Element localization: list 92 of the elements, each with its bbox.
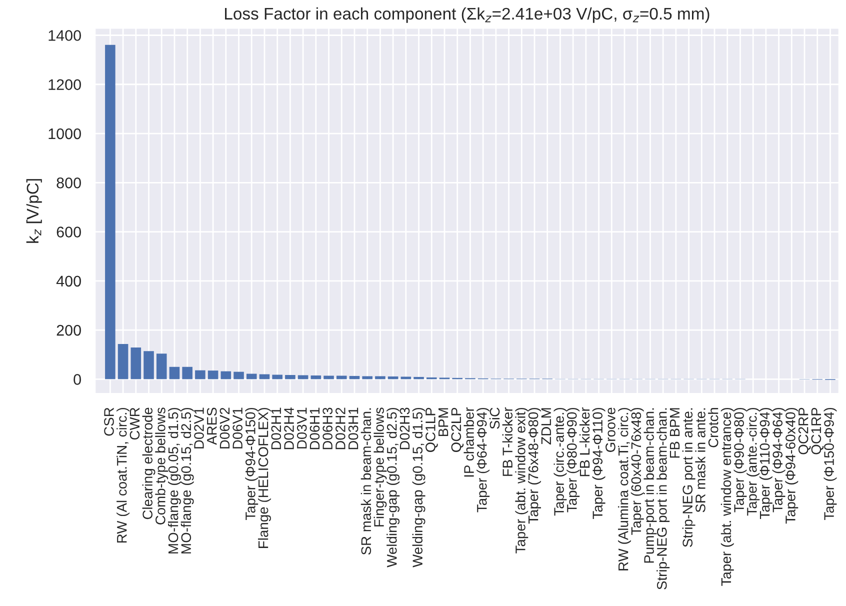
bar: [169, 366, 180, 380]
bar: [400, 376, 412, 380]
x-tick-label: Pump-port in beam-chan.: [644, 408, 657, 563]
bar: [105, 44, 116, 380]
bar: [272, 374, 282, 380]
x-tick-label: IP chamber: [464, 407, 474, 477]
bar: [285, 374, 296, 380]
x-tick-label: RW (Alumina coat.Ti, circ.): [618, 408, 631, 570]
x-tick-label: D02V1: [194, 408, 204, 448]
bar: [246, 374, 257, 380]
x-tick-label: Crotch: [708, 408, 718, 448]
x-tick-label: RW (Al coat.TiN, circ.): [116, 408, 130, 543]
bar: [388, 376, 398, 380]
bar: [298, 375, 308, 380]
x-tick-label: SR mask in beam-chan.: [360, 408, 372, 555]
bar: [259, 374, 270, 380]
bar: [234, 372, 244, 380]
x-tick-label: FB T-kicker: [502, 407, 513, 476]
x-tick-label: Taper (ante.-circ.): [746, 408, 760, 516]
x-tick-label: Taper (Φ94-Φ64): [772, 408, 786, 512]
y-tick-label: 1400: [48, 30, 81, 41]
bar: [156, 354, 167, 380]
x-tick-label: Strip-NEG port in beam-chan.: [656, 408, 670, 590]
x-tick-label: D06H1: [310, 408, 320, 450]
x-tick-label: ZDLM: [541, 408, 551, 444]
x-tick-label: CSR: [104, 408, 114, 436]
bar: [362, 376, 372, 380]
x-tick-label: D02H2: [336, 408, 346, 450]
x-tick-label: Flange (HELICOFLEX): [258, 408, 271, 548]
bar: [208, 370, 218, 380]
x-tick-label: Taper (76x48-Φ80): [528, 408, 541, 524]
bar: [220, 371, 232, 380]
x-tick-label: QC2LP: [451, 408, 464, 452]
y-tick-label: 600: [56, 226, 81, 238]
x-tick-label: Taper (60x40-76x48): [630, 408, 644, 535]
x-tick-label: D02H4: [284, 408, 294, 450]
chart-title: Loss Factor in each component (Σk$_{z}$=2.41e+03 V/pC, σ$_{z}$=0.5 mm): [225, 7, 710, 23]
y-tick-label: 200: [56, 324, 81, 336]
x-tick-label: Taper (abt. window exit): [515, 408, 528, 554]
bar: [182, 366, 192, 380]
x-tick-label: D06V1: [232, 408, 242, 448]
x-tick-label: Taper (Φ94-Φ150): [245, 408, 258, 520]
y-tick-label: 1200: [48, 79, 81, 90]
y-tick-label: 800: [56, 178, 81, 188]
x-tick-label: ARES: [206, 408, 217, 445]
x-tick-label: D03H1: [348, 408, 358, 450]
bar: [375, 376, 386, 380]
y-axis-title: k$_{z}$ [V/pC]: [26, 179, 42, 243]
bar: [310, 375, 322, 380]
x-tick-label: Taper (Φ150-Φ94): [824, 408, 837, 520]
x-tick-label: Groove: [606, 408, 616, 452]
x-tick-label: QC1RP: [811, 408, 824, 454]
x-tick-label: Taper (circ.-ante.): [554, 408, 567, 516]
y-tick-label: 0: [74, 374, 81, 385]
x-tick-label: Welding-gap (g0.15, d2.5): [386, 408, 400, 568]
x-tick-label: Taper (Φ94-60x40): [785, 408, 798, 524]
bar: [144, 351, 154, 380]
y-tick-label: 400: [56, 276, 81, 287]
bar: [414, 376, 424, 380]
x-tick-label: Finger-type bellows: [374, 408, 387, 526]
x-tick-label: BPM: [438, 408, 448, 436]
x-tick-label: QC2RP: [798, 408, 811, 454]
x-tick-label: Clearing electrode: [142, 408, 156, 520]
x-tick-label: Taper (Φ90-Φ80): [734, 408, 747, 512]
bar: [336, 376, 347, 380]
x-tick-label: Strip-NEG port in ante.: [682, 408, 696, 547]
x-tick-label: D06H3: [322, 408, 332, 450]
x-tick-label: Comb-type bellows: [155, 408, 168, 524]
x-tick-label: Taper (Φ80-Φ90): [566, 408, 580, 512]
x-tick-label: FB L-kicker: [579, 407, 590, 476]
x-tick-label: Welding-gap (g0.15, d1.5): [412, 408, 426, 568]
x-tick-label: D02H3: [400, 408, 410, 450]
x-tick-label: D03V1: [296, 408, 307, 448]
x-tick-label: QC1LP: [426, 408, 438, 452]
x-tick-label: Taper (abt. window entrance): [720, 408, 734, 586]
x-tick-label: Taper (Φ110-Φ94): [759, 408, 772, 519]
x-tick-label: MO-flange (g0.15, d2.5): [180, 408, 194, 554]
x-tick-label: CWR: [130, 408, 140, 440]
bar: [195, 370, 206, 380]
x-tick-label: SR mask in ante.: [695, 408, 706, 512]
bar: [130, 347, 142, 380]
x-tick-label: MO-flange (g0.05, d1.5): [168, 408, 181, 554]
x-tick-label: D06V2: [220, 408, 230, 448]
bar: [324, 376, 334, 380]
y-tick-label: 1000: [48, 128, 81, 140]
bar: [349, 376, 360, 380]
x-tick-label: D02H1: [271, 408, 282, 450]
x-tick-label: Taper (Φ94-Φ110): [592, 408, 606, 519]
bar: [118, 344, 128, 380]
x-tick-label: SiC: [489, 408, 500, 429]
x-tick-label: Taper (Φ64-Φ94): [476, 408, 490, 512]
x-tick-label: FB BPM: [670, 408, 680, 458]
